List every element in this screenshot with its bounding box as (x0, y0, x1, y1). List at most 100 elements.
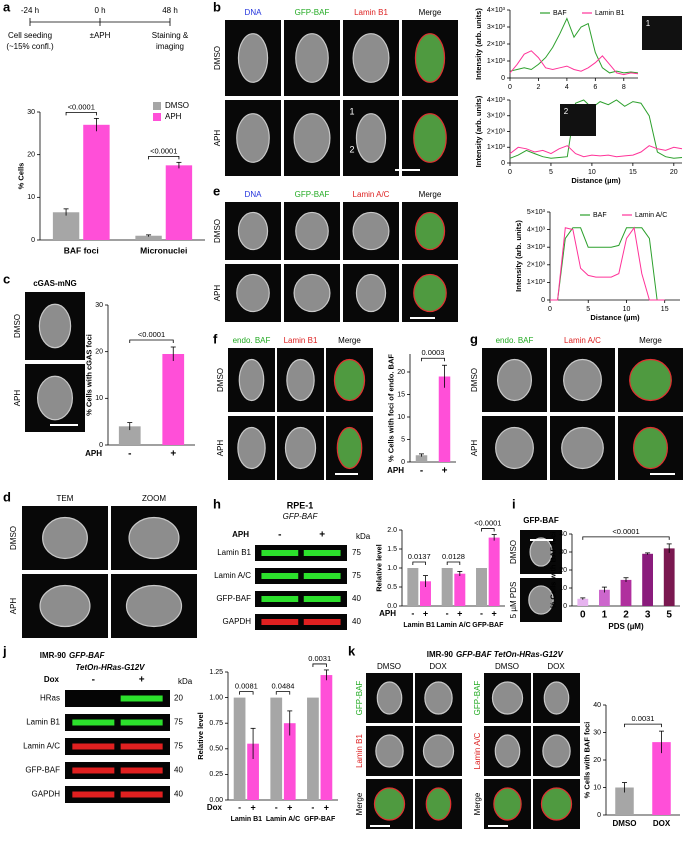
row-label: APH (213, 130, 222, 147)
inset (560, 104, 596, 136)
column-header: Lamin A/C (564, 336, 601, 345)
y-tick-label: 1×10³ (487, 58, 506, 65)
y-axis-title: Relative level (374, 544, 383, 592)
panel-letter: b (213, 0, 221, 14)
bar (615, 787, 634, 815)
nucleus (632, 426, 668, 470)
label: DOX (429, 662, 447, 671)
nucleus (286, 358, 315, 402)
bar (165, 165, 193, 240)
p-value: <0.0001 (612, 527, 639, 536)
label: PDS (µM) (608, 622, 644, 631)
nucleus (425, 787, 452, 821)
y-tick-label: 0 (401, 459, 405, 466)
y-tick-label: 10 (559, 585, 567, 592)
bracket (129, 339, 174, 343)
blot (65, 690, 170, 707)
y-tick-label: 40 (559, 531, 567, 538)
column-header: Merge (639, 336, 662, 345)
nucleus (563, 358, 602, 402)
y-tick-label: 0 (563, 603, 567, 610)
x-tick-label: - (238, 802, 241, 812)
label: 5 µM PDS (509, 582, 518, 619)
y-tick-label: 20 (27, 152, 35, 159)
blot-label: Lamin A/C (23, 742, 60, 751)
bracket (312, 663, 327, 667)
x-tick-label: + (287, 802, 292, 812)
y-tick-label: 1.00 (209, 694, 223, 701)
y-tick-label: 20 (95, 349, 103, 356)
y-tick-label: 0.0 (387, 603, 397, 610)
nucleus (629, 358, 672, 402)
p-value: 0.0031 (308, 654, 331, 663)
p-value: <0.0001 (474, 519, 501, 528)
y-tick-label: 15 (397, 391, 405, 398)
y-tick-label: 2×10³ (487, 128, 506, 135)
blot-label: GAPDH (223, 617, 252, 626)
category-label: Lamin B1 (403, 622, 435, 629)
nucleus (237, 426, 266, 470)
nucleus (238, 358, 265, 402)
y-tick-label: 30 (559, 549, 567, 556)
y-axis-title: Intensity (arb. units) (474, 8, 483, 80)
blot-label: Lamin B1 (26, 718, 60, 727)
bar (599, 589, 610, 606)
p-value: 0.0081 (235, 682, 258, 691)
label: DMSO (495, 662, 519, 671)
panel-letter: e (213, 183, 220, 198)
bar (407, 568, 419, 606)
x-tick-label: + (442, 466, 448, 477)
nucleus (236, 273, 270, 313)
x-tick-label: 1 (602, 610, 608, 621)
x-tick-label: 0 (508, 84, 512, 91)
legend-swatch (153, 102, 161, 110)
panel-letter: g (470, 331, 478, 346)
x-tick-label: DOX (653, 819, 671, 828)
legend-label: Lamin A/C (635, 212, 667, 219)
label: APH (85, 449, 102, 458)
column-header: DNA (245, 190, 263, 199)
x-tick-label: 6 (593, 84, 597, 91)
row-label: DMSO (9, 526, 18, 550)
nucleus (561, 426, 604, 470)
y-tick-label: 4×10³ (487, 97, 506, 104)
x-tick-label: - (128, 449, 131, 460)
column-header: Lamin B1 (354, 8, 388, 17)
bar (438, 376, 451, 462)
legend-label: BAF (553, 10, 567, 17)
nucleus (284, 426, 317, 470)
x-tick-label: + (492, 608, 497, 618)
band (303, 596, 341, 602)
bracket (148, 155, 180, 160)
y-tick-label: 30 (593, 729, 601, 736)
y-axis-title: % Cells with BAF foci (583, 722, 592, 799)
nucleus (424, 681, 453, 715)
bracket (275, 691, 291, 695)
time-label: -24 h (21, 6, 39, 15)
y-tick-label: 1.0 (387, 565, 397, 572)
y-tick-label: 1.5 (387, 546, 397, 553)
panel-letter: j (2, 643, 7, 658)
nucleus (352, 33, 390, 83)
p-value: 0.0128 (442, 552, 465, 561)
bar (307, 697, 319, 800)
nucleus (413, 113, 447, 163)
nucleus (491, 681, 524, 715)
bar (663, 548, 675, 606)
nucleus (355, 113, 387, 163)
y-tick-label: 0 (31, 237, 35, 244)
legend-label: Lamin B1 (595, 10, 625, 17)
label: Merge (473, 792, 482, 815)
y-tick-label: 1.25 (209, 669, 223, 676)
label: GFP-BAF (283, 512, 319, 521)
nucleus (373, 787, 406, 821)
nucleus (39, 584, 91, 628)
label: - (278, 530, 281, 541)
panel-letter: f (213, 331, 218, 346)
x-tick-label: + (324, 802, 329, 812)
inset-label: 1 (646, 19, 651, 28)
y-tick-label: 5×10³ (527, 209, 546, 216)
row-label: APH (9, 598, 18, 615)
blot (255, 545, 347, 561)
y-axis-title: Intensity (arb. units) (514, 220, 523, 292)
